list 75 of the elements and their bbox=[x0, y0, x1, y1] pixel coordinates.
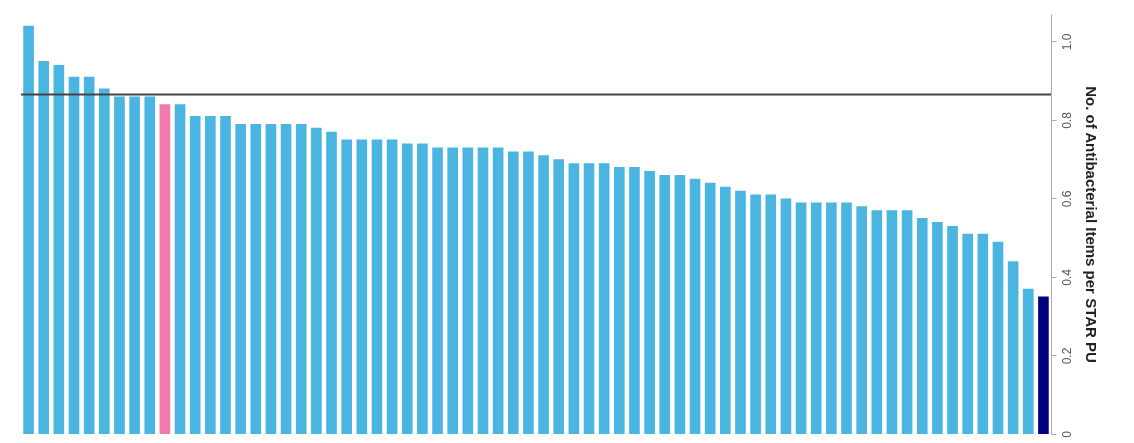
bar bbox=[401, 143, 413, 434]
bar bbox=[114, 96, 125, 434]
bar bbox=[356, 139, 368, 434]
bar bbox=[780, 198, 792, 434]
bar bbox=[23, 25, 34, 434]
bar bbox=[674, 174, 686, 434]
y-tick-label: 0 bbox=[1059, 430, 1074, 438]
bar bbox=[235, 123, 246, 434]
bar bbox=[462, 147, 474, 434]
bar bbox=[205, 116, 216, 434]
bar bbox=[295, 123, 307, 434]
bar bbox=[962, 233, 974, 434]
bar bbox=[826, 202, 837, 434]
bar bbox=[1038, 296, 1049, 434]
bar bbox=[174, 104, 186, 434]
bar bbox=[901, 210, 913, 434]
bar bbox=[538, 155, 549, 434]
bar bbox=[220, 116, 231, 434]
bar bbox=[613, 167, 625, 434]
bar bbox=[98, 88, 110, 434]
bar bbox=[159, 104, 171, 434]
bar bbox=[492, 147, 504, 434]
bar bbox=[583, 163, 595, 434]
bar bbox=[341, 139, 352, 434]
bar bbox=[810, 202, 822, 434]
bar bbox=[750, 194, 761, 434]
bar bbox=[659, 174, 671, 434]
bar bbox=[280, 123, 292, 434]
bar bbox=[311, 127, 322, 434]
bar bbox=[386, 139, 398, 434]
bar bbox=[765, 194, 777, 434]
y-axis-title: No. of Antibacterial Items per STAR PU bbox=[1082, 86, 1100, 363]
bar bbox=[932, 222, 943, 434]
bar bbox=[189, 116, 201, 434]
bar bbox=[916, 218, 928, 434]
bar bbox=[689, 178, 701, 434]
bar bbox=[83, 76, 95, 434]
y-tick-label: 0.4 bbox=[1059, 268, 1074, 286]
bar bbox=[720, 186, 731, 434]
bar bbox=[53, 65, 65, 434]
bar bbox=[704, 182, 716, 434]
bar bbox=[856, 206, 867, 434]
bar bbox=[568, 163, 580, 434]
bar bbox=[447, 147, 459, 434]
bar bbox=[417, 143, 428, 434]
bar bbox=[735, 190, 746, 434]
y-tick-label: 0.8 bbox=[1059, 111, 1074, 129]
y-tick-label: 0.2 bbox=[1059, 347, 1074, 365]
bar bbox=[629, 167, 640, 434]
bar bbox=[1022, 288, 1034, 434]
bar bbox=[992, 241, 1004, 434]
bar bbox=[977, 233, 989, 434]
bar bbox=[477, 147, 489, 434]
bar bbox=[644, 171, 655, 434]
bar bbox=[38, 61, 50, 434]
bar bbox=[144, 96, 156, 434]
bar bbox=[507, 151, 519, 434]
bar bbox=[523, 151, 534, 434]
bar bbox=[553, 159, 565, 434]
bar bbox=[68, 76, 80, 434]
bar bbox=[371, 139, 383, 434]
bar bbox=[871, 210, 883, 434]
bar bbox=[1007, 261, 1019, 434]
bar bbox=[795, 202, 807, 434]
bar bbox=[265, 123, 277, 434]
bar bbox=[598, 163, 610, 434]
y-tick-label: 0.6 bbox=[1059, 190, 1074, 208]
y-tick-label: 1.0 bbox=[1059, 33, 1074, 51]
bar bbox=[947, 225, 958, 434]
bar bbox=[326, 131, 337, 434]
bar bbox=[250, 123, 262, 434]
bar bbox=[886, 210, 898, 434]
bar bbox=[129, 96, 140, 434]
bar bbox=[432, 147, 443, 434]
bar bbox=[841, 202, 852, 434]
